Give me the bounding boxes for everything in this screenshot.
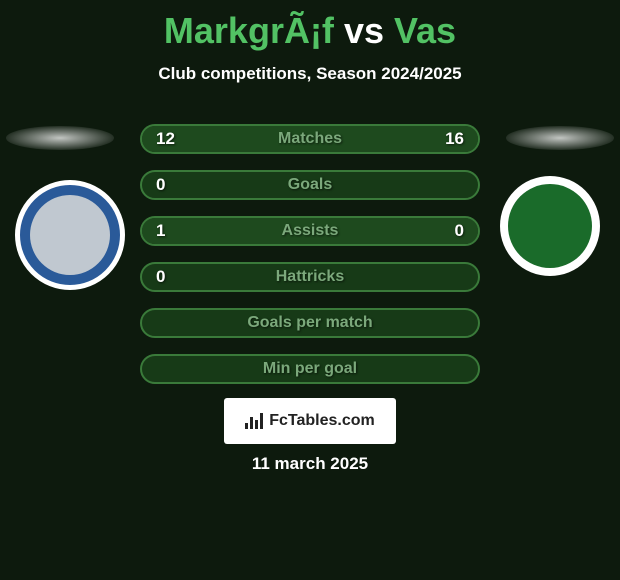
vs-text: vs <box>344 10 384 51</box>
stat-row: Goals per match <box>140 308 480 338</box>
page-title: MarkgrÃ¡f vs Vas <box>0 0 620 52</box>
player1-name: MarkgrÃ¡f <box>164 10 334 51</box>
stat-label: Min per goal <box>142 356 478 382</box>
stat-row: 0Goals <box>140 170 480 200</box>
stat-row: Min per goal <box>140 354 480 384</box>
fctables-text: FcTables.com <box>269 412 375 430</box>
stat-label: Matches <box>142 126 478 152</box>
stat-label: Goals per match <box>142 310 478 336</box>
stat-label: Assists <box>142 218 478 244</box>
shadow-left <box>6 126 114 150</box>
date-text: 11 march 2025 <box>0 454 620 474</box>
fctables-badge[interactable]: FcTables.com <box>224 398 396 444</box>
stat-row: 10Assists <box>140 216 480 246</box>
shadow-right <box>506 126 614 150</box>
player2-name: Vas <box>394 10 456 51</box>
club-logo-right <box>500 176 600 276</box>
stat-row: 0Hattricks <box>140 262 480 292</box>
stat-label: Goals <box>142 172 478 198</box>
stat-row: 1216Matches <box>140 124 480 154</box>
bars-icon <box>245 413 263 429</box>
stat-label: Hattricks <box>142 264 478 290</box>
stat-rows: 1216Matches 0Goals 10Assists 0Hattricks Goal… <box>140 124 480 400</box>
club-logo-left <box>15 180 125 290</box>
subtitle: Club competitions, Season 2024/2025 <box>0 64 620 84</box>
